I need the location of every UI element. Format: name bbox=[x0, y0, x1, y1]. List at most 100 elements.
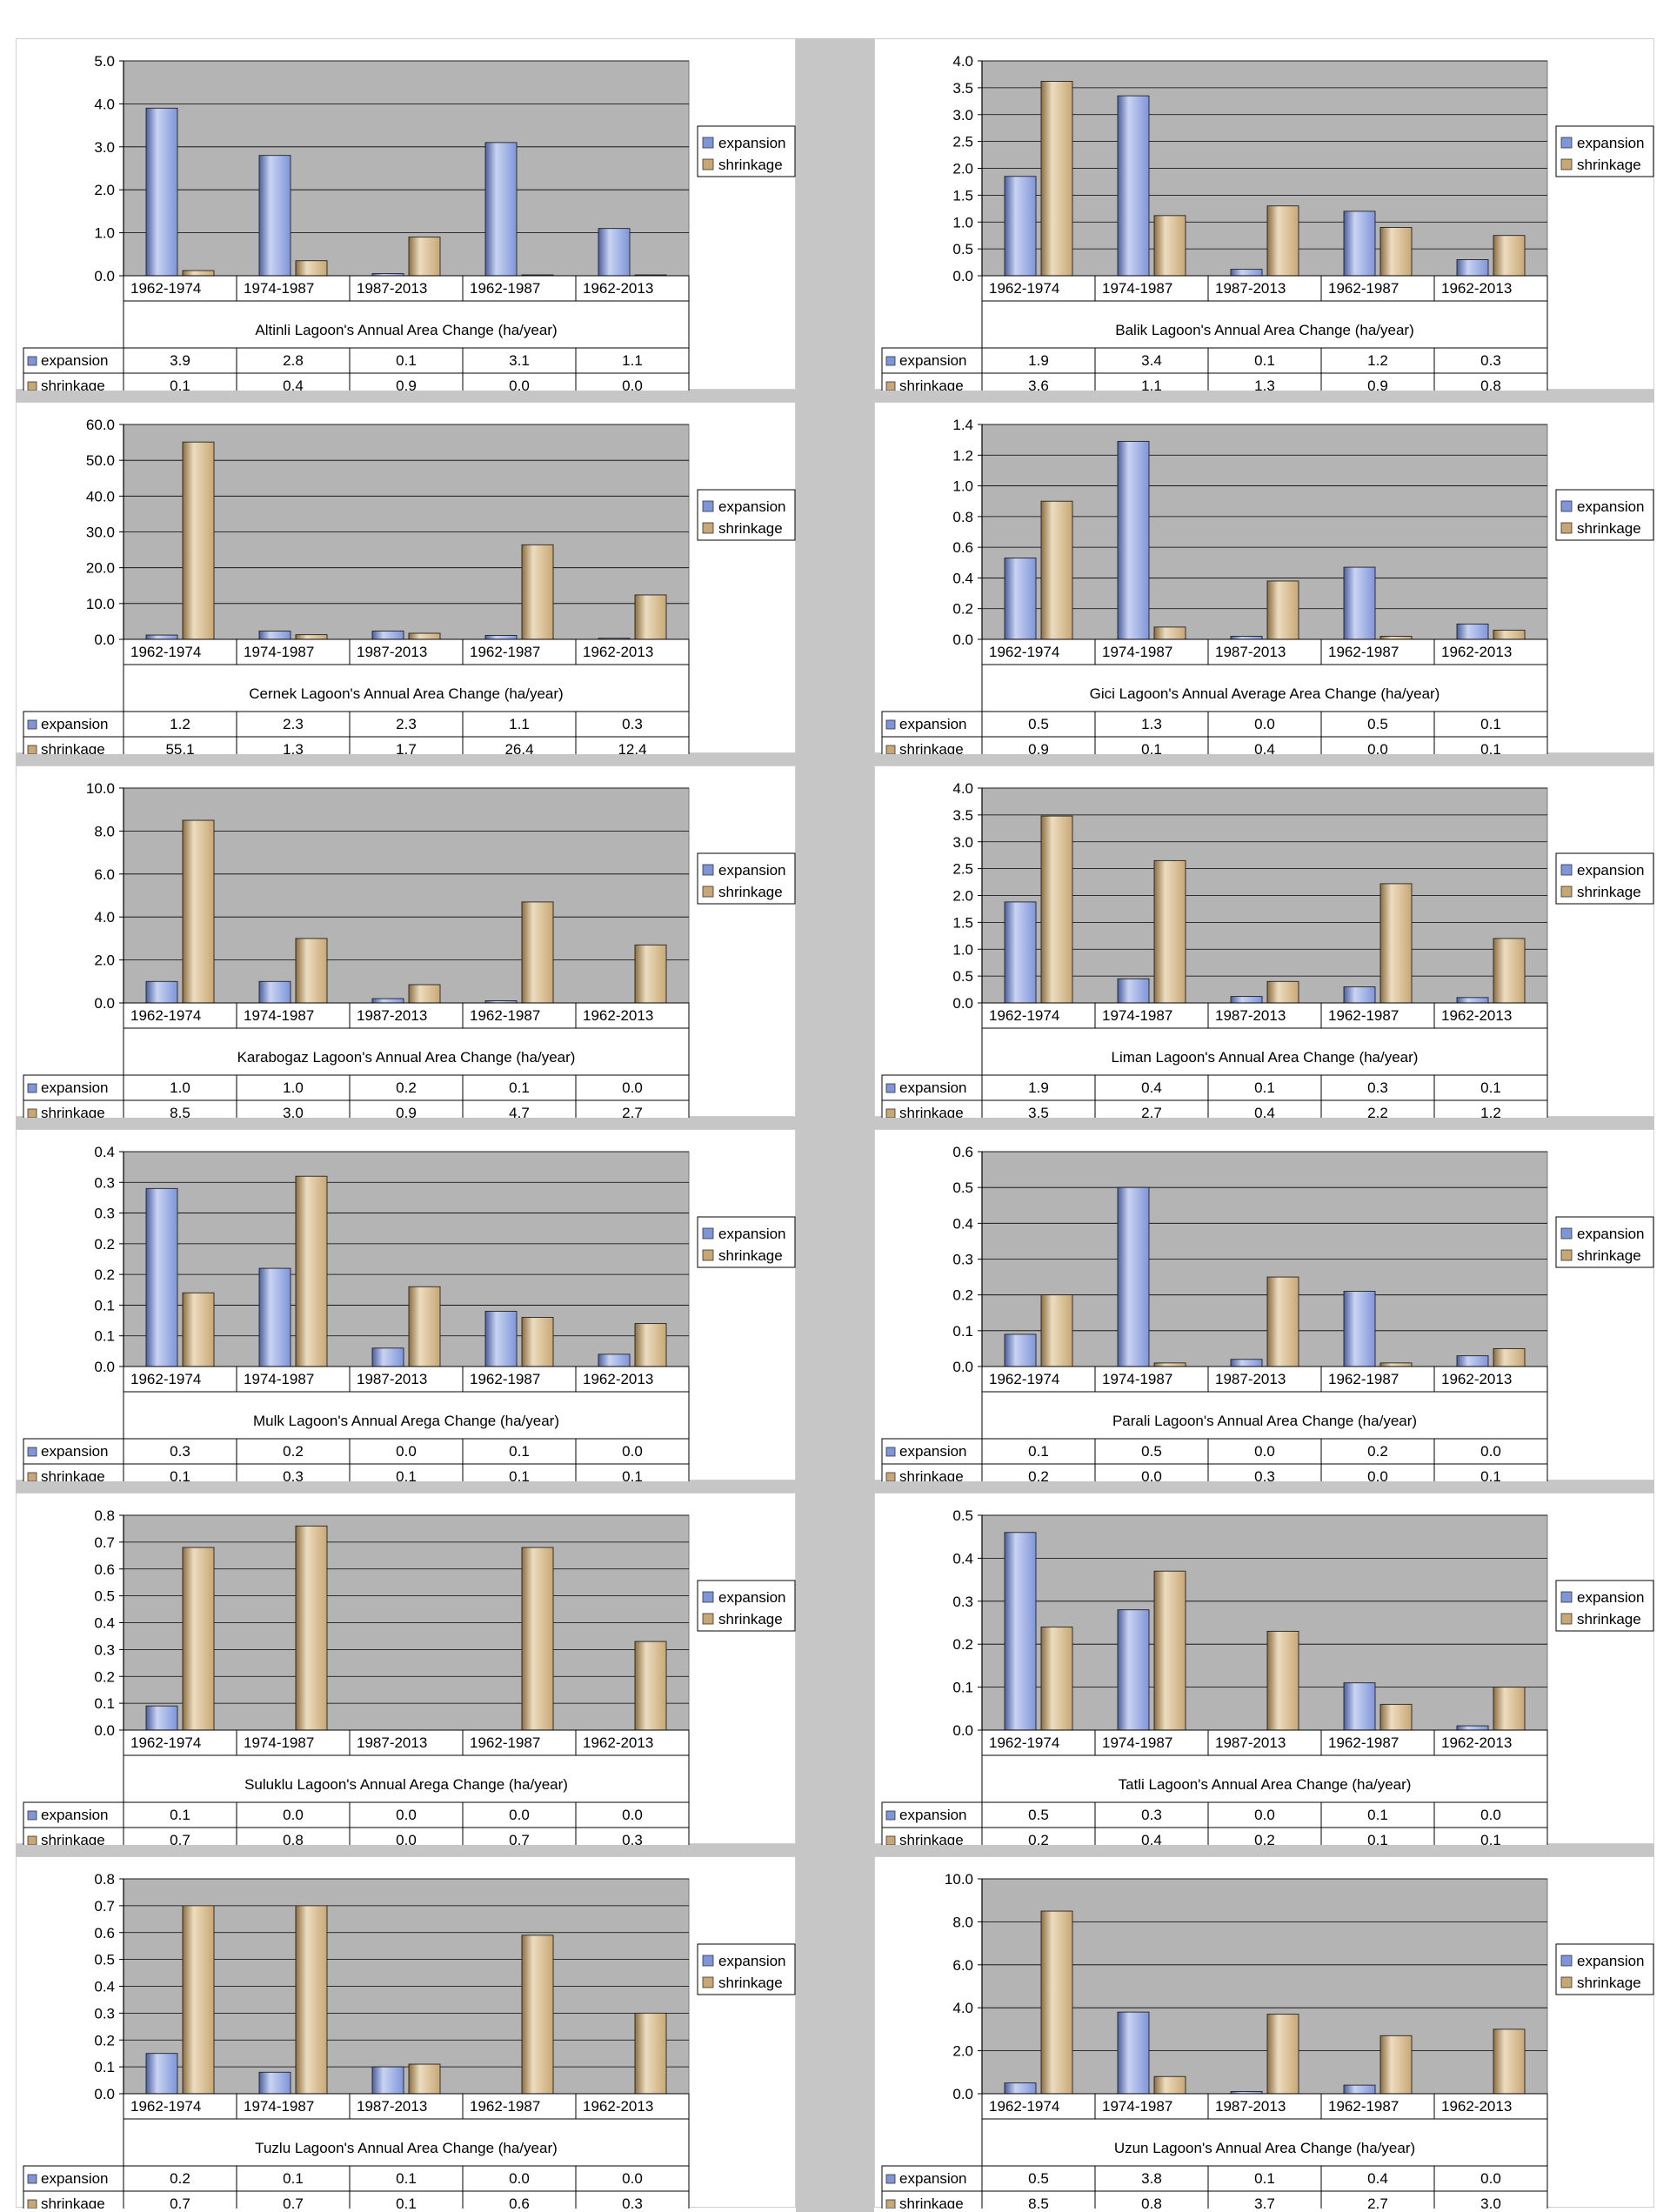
x-tick-label: 1962-2013 bbox=[1441, 2098, 1512, 2115]
x-tick-label: 1962-2013 bbox=[583, 1371, 653, 1387]
y-tick-label: 4.0 bbox=[94, 909, 115, 926]
chart-panel: 0.0 0.1 0.2 0.3 0.4 0.5 0.6 0.7 0.8 1962-1974 1974… bbox=[16, 1493, 796, 1845]
shrinkage-table-row bbox=[23, 2190, 690, 2209]
y-tick-label: 6.0 bbox=[952, 1957, 973, 1974]
data-label: 0.5 bbox=[1028, 2170, 1049, 2187]
expansion-table-label: expansion bbox=[899, 2170, 967, 2187]
expansion-table-row bbox=[881, 2165, 1548, 2192]
legend bbox=[1555, 1580, 1654, 1632]
bar-chart: 0.0 0.2 0.4 0.6 0.8 1.0 1.2 1.4 1962-1974 1974-19… bbox=[881, 417, 1654, 754]
expansion-bar bbox=[1343, 566, 1376, 640]
expansion-table-row bbox=[881, 1074, 1548, 1101]
x-tick-label: 1974-1987 bbox=[244, 1734, 314, 1751]
chart-title: Liman Lagoon's Annual Area Change (ha/ye… bbox=[1112, 1049, 1419, 1066]
expansion-bar bbox=[145, 2053, 178, 2095]
chart-title: Altinli Lagoon's Annual Area Change (ha/… bbox=[255, 322, 557, 338]
data-label: 0.1 bbox=[396, 2195, 417, 2209]
shrinkage-legend-label: shrinkage bbox=[1577, 157, 1641, 173]
chart-title: Parali Lagoon's Annual Area Change (ha/y… bbox=[1112, 1413, 1417, 1429]
shrinkage-legend-swatch bbox=[702, 1249, 714, 1261]
x-tick-label: 1962-1987 bbox=[470, 1371, 540, 1387]
x-tick-label: 1987-2013 bbox=[1215, 1371, 1286, 1387]
data-label: 0.3 bbox=[170, 1443, 190, 1460]
shrinkage-bar bbox=[1040, 500, 1073, 640]
expansion-legend-label: expansion bbox=[718, 1953, 786, 1969]
y-tick-label: 10.0 bbox=[86, 596, 115, 612]
data-label: 0.5 bbox=[1028, 1807, 1049, 1823]
shrinkage-legend-key bbox=[27, 2199, 37, 2209]
legend bbox=[697, 1216, 796, 1268]
shrinkage-legend-swatch bbox=[1560, 158, 1573, 170]
expansion-legend-swatch bbox=[702, 1227, 714, 1240]
expansion-bar bbox=[1004, 901, 1037, 1004]
y-tick-label: 0.1 bbox=[94, 2059, 115, 2075]
shrinkage-bar bbox=[408, 237, 441, 277]
y-tick-label: 0.0 bbox=[94, 632, 115, 648]
y-tick-label: 2.0 bbox=[952, 161, 973, 177]
shrinkage-legend-key bbox=[27, 381, 37, 391]
shrinkage-bar bbox=[182, 1905, 215, 2095]
shrinkage-bar bbox=[182, 1292, 215, 1367]
chart-panel: 0.0 1.0 2.0 3.0 4.0 5.0 1962-1974 1974-1987 1987… bbox=[16, 38, 796, 391]
y-tick-label: 0.3 bbox=[94, 2005, 115, 2022]
y-tick-label: 3.0 bbox=[94, 139, 115, 156]
row-separator bbox=[16, 753, 1654, 765]
shrinkage-bar bbox=[1379, 226, 1413, 277]
y-tick-label: 2.0 bbox=[952, 888, 973, 905]
data-label: 0.4 bbox=[283, 378, 304, 391]
x-tick-label: 1962-1987 bbox=[470, 280, 540, 297]
y-tick-label: 6.0 bbox=[94, 866, 115, 883]
expansion-legend-label: expansion bbox=[718, 498, 786, 515]
expansion-table-label: expansion bbox=[899, 1443, 967, 1460]
data-label: 0.0 bbox=[622, 1079, 643, 1096]
data-label: 0.1 bbox=[1254, 1079, 1275, 1096]
expansion-legend-key bbox=[885, 1083, 896, 1093]
shrinkage-bar bbox=[1153, 215, 1186, 277]
data-label: 0.0 bbox=[1141, 1468, 1162, 1481]
x-tick-label: 1974-1987 bbox=[244, 644, 314, 660]
data-label: 0.9 bbox=[1367, 378, 1388, 391]
expansion-legend-label: expansion bbox=[1577, 1226, 1645, 1242]
y-tick-label: 0.1 bbox=[94, 1297, 115, 1313]
shrinkage-legend-key bbox=[885, 1472, 896, 1481]
data-label: 4.7 bbox=[509, 1105, 530, 1118]
data-label: 0.4 bbox=[1254, 1105, 1275, 1118]
data-label: 3.6 bbox=[1028, 378, 1049, 391]
category-row bbox=[123, 1729, 690, 1756]
x-tick-label: 1962-1987 bbox=[1328, 1734, 1399, 1751]
expansion-bar bbox=[371, 1347, 404, 1367]
x-tick-label: 1962-1987 bbox=[1328, 2098, 1399, 2115]
expansion-legend-label: expansion bbox=[1577, 1589, 1645, 1606]
y-tick-label: 3.5 bbox=[952, 80, 973, 97]
data-label: 0.1 bbox=[1480, 1832, 1501, 1845]
data-label: 0.0 bbox=[1367, 1468, 1388, 1481]
data-label: 0.2 bbox=[1028, 1468, 1049, 1481]
shrinkage-legend-swatch bbox=[702, 522, 714, 534]
x-tick-label: 1987-2013 bbox=[357, 280, 427, 297]
expansion-table-label: expansion bbox=[899, 1807, 967, 1823]
title-row bbox=[981, 1027, 1548, 1076]
shrinkage-legend-label: shrinkage bbox=[1577, 1975, 1641, 1991]
y-tick-label: 8.0 bbox=[952, 1914, 973, 1930]
x-tick-label: 1962-1974 bbox=[989, 1007, 1059, 1024]
shrinkage-legend-key bbox=[27, 1472, 37, 1481]
shrinkage-bar bbox=[634, 1323, 667, 1367]
shrinkage-legend-key bbox=[885, 381, 896, 391]
y-tick-label: 8.0 bbox=[94, 823, 115, 839]
shrinkage-legend-swatch bbox=[1560, 1249, 1573, 1261]
shrinkage-legend-key bbox=[27, 1108, 37, 1118]
expansion-table-label: expansion bbox=[41, 1443, 109, 1460]
category-row bbox=[123, 1002, 690, 1029]
shrinkage-table-label: shrinkage bbox=[899, 741, 964, 754]
expansion-legend-key bbox=[27, 1810, 37, 1821]
shrinkage-legend-label: shrinkage bbox=[718, 1611, 783, 1627]
data-label: 0.0 bbox=[1254, 1807, 1275, 1823]
chart-title: Suluklu Lagoon's Annual Arega Change (ha… bbox=[244, 1776, 568, 1793]
expansion-bar bbox=[484, 1311, 518, 1367]
expansion-table-label: expansion bbox=[899, 716, 967, 732]
data-label: 0.0 bbox=[509, 2170, 530, 2187]
shrinkage-bar bbox=[634, 2012, 667, 2095]
shrinkage-bar bbox=[295, 260, 328, 277]
data-label: 1.1 bbox=[622, 352, 643, 369]
